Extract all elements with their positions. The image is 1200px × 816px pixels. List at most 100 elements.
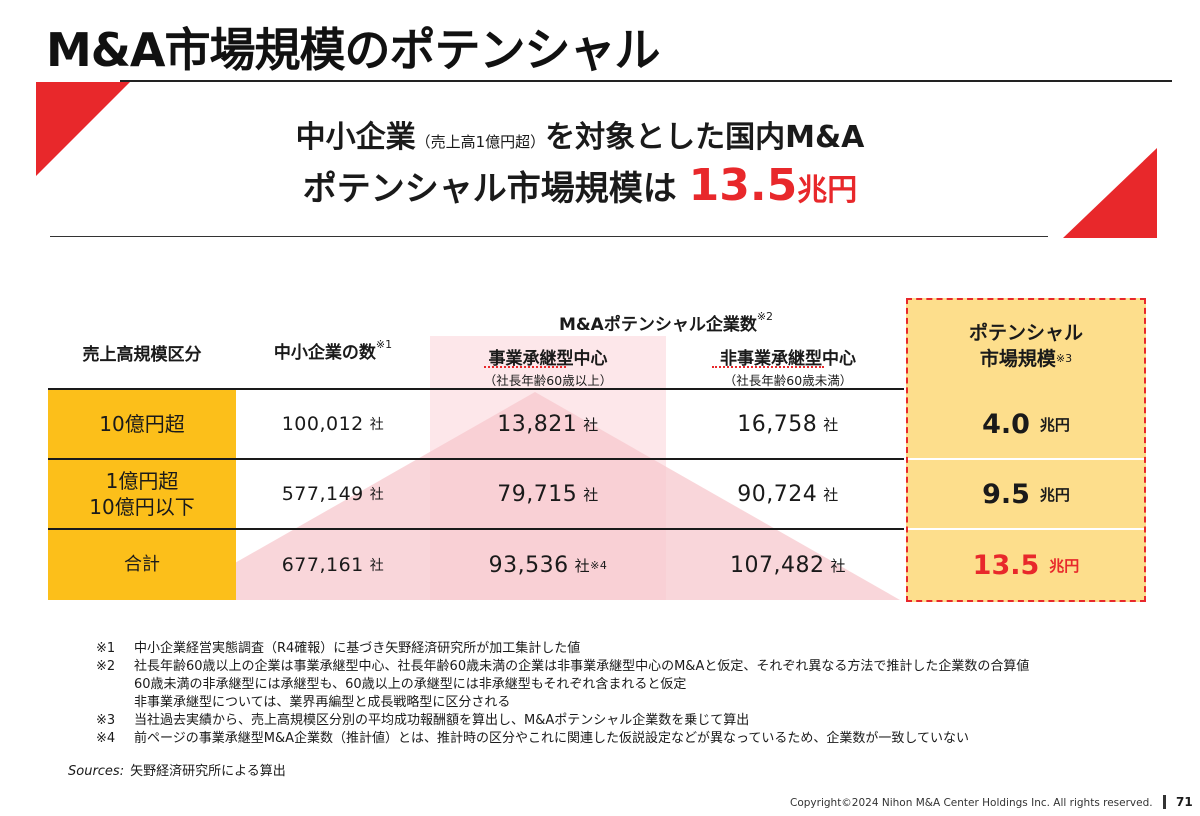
footnote-key [96,676,134,694]
footnote: ※3 当社過去実績から、売上高規模区分別の平均成功報酬額を算出し、M&Aポテンシャ… [96,712,1029,730]
nonsuccession-value: 16,758 [737,411,818,437]
money-unit: 兆円 [1049,556,1080,575]
table-row-category-total: 合計 [48,530,236,600]
footnote-key: ※2 [96,659,116,674]
header-sme-count-note: ※1 [375,338,393,351]
succession-cell: 79,715 社 [430,460,666,528]
footnote-text: 前ページの事業承継型M&A企業数（推計値）とは、推計時の区分やこれに関連した仮説… [134,731,969,746]
page-title: M&A市場規模のポテンシャル [46,23,660,77]
lead-line-2: ポテンシャル市場規模は 13.5兆円 [250,160,910,211]
sources: Sources: 矢野経済研究所による算出 [68,760,286,779]
company-unit: 社 [369,417,385,433]
footnote: 非事業承継型については、業界再編型と成長戦略型に区分される [96,694,1029,712]
red-corner-decoration-left [36,82,130,176]
money-unit: 兆円 [1039,485,1070,504]
lead-market-value: 13.5 [688,160,798,211]
company-unit: 社 [583,485,599,504]
footnote-text: 非事業承継型については、業界再編型と成長戦略型に区分される [134,695,511,710]
footnote-key [96,694,134,712]
potential-cell: 4.0 兆円 [906,390,1146,458]
lead-subject-qualifier: （売上高1億円超） [415,133,546,151]
nonsuccession-cell: 90,724 社 [670,460,906,528]
header-potential: ポテンシャル 市場規模※3 [906,320,1146,372]
header-ma-potential-label: M&Aポテンシャル企業数 [558,315,757,335]
sme-count-cell: 100,012 社 [240,390,426,458]
lead-subject: 中小企業 [295,120,416,155]
succession-cell: 93,536 社 ※4 [430,530,666,600]
sme-count-cell: 677,161 社 [240,530,426,600]
header-potential-line-2: 市場規模 [979,348,1056,370]
title-divider [120,80,1172,82]
footnote-key: ※3 [96,713,116,728]
footnote: ※1 中小企業経営実態調査（R4確報）に基づき矢野経済研究所が加工集計した値 [96,640,1029,658]
header-sme-count-label: 中小企業の数 [273,343,376,363]
sme-count-value: 100,012 [281,413,364,435]
ma-potential-triangle [170,392,900,600]
header-ma-potential-group: M&Aポテンシャル企業数※2 [430,310,902,335]
header-succession: 事業承継型中心 [488,349,608,369]
sme-count-cell: 577,149 社 [240,460,426,528]
footnote: ※2 社長年齢60歳以上の企業は事業承継型中心、社長年齢60歳未満の企業は非事業承… [96,658,1029,676]
nonsuccession-underline [712,366,824,368]
table-row-category: 10億円超 [48,390,236,458]
lead-statement: 中小企業（売上高1億円超）を対象とした国内M&A ポテンシャル市場規模は 13.… [250,112,910,211]
page-number: 71 [1176,795,1193,809]
money-unit: 兆円 [1039,415,1070,434]
footnote: ※4 前ページの事業承継型M&A企業数（推計値）とは、推計時の区分やこれに関連した… [96,730,1029,748]
header-potential-note: ※3 [1055,352,1073,365]
category-label: 10億円超 [99,412,185,436]
potential-cell-total: 13.5 兆円 [906,530,1146,600]
sme-count-value: 577,149 [281,483,364,505]
header-nonsuccession-sub: （社長年齢60歳未満） [723,373,853,388]
header-sme-count: 中小企業の数※1 [240,338,426,363]
succession-value: 93,536 [488,552,569,578]
potential-column-box [906,298,1146,602]
table-row-category: 1億円超 10億円以下 [48,460,236,528]
header-category: 売上高規模区分 [82,345,202,365]
nonsuccession-value: 90,724 [737,481,818,507]
category-label: 合計 [124,554,160,575]
copyright: Copyright©2024 Nihon M&A Center Holdings… [790,797,1153,809]
lead-market-unit: 兆円 [797,173,858,208]
company-unit: 社 [830,556,846,575]
table-row-rule-2 [48,528,904,530]
potential-cell: 9.5 兆円 [906,460,1146,528]
nonsuccession-cell: 107,482 社 [670,530,906,600]
potential-rule-2 [908,528,1144,530]
footnote-text: 社長年齢60歳以上の企業は事業承継型中心、社長年齢60歳未満の企業は非事業承継型… [134,659,1030,674]
page-number-divider [1163,795,1166,809]
header-nonsuccession: 非事業承継型中心 [720,349,856,369]
header-succession-sub: （社長年齢60歳以上） [483,373,613,388]
company-unit: 社 [583,415,599,434]
lead-line-1: 中小企業（売上高1億円超）を対象とした国内M&A [250,112,910,156]
potential-value: 9.5 [982,478,1030,510]
succession-underline [484,366,566,368]
lead-line-2-text: ポテンシャル市場規模は [302,169,689,209]
potential-rule-1 [908,458,1144,460]
company-unit: 社 [823,485,839,504]
sources-label: Sources: [68,764,125,779]
nonsuccession-cell: 16,758 社 [670,390,906,458]
sme-count-value: 677,161 [281,554,364,576]
company-unit: 社 [369,487,385,503]
lead-line-1-tail: を対象とした国内M&A [545,120,865,155]
company-unit: 社 [369,558,385,574]
potential-value: 13.5 [972,549,1040,581]
category-label: 1億円超 [105,469,179,493]
category-label-line-2: 10億円以下 [89,495,195,519]
footnote-key: ※1 [96,641,116,656]
header-ma-potential-note: ※2 [756,310,774,323]
potential-value: 4.0 [982,408,1030,440]
succession-note: ※4 [590,558,608,572]
table-top-rule [48,388,904,390]
nonsuccession-value: 107,482 [730,552,825,578]
company-unit: 社 [574,556,591,575]
table-row-rule-1 [48,458,904,460]
footnotes: ※1 中小企業経営実態調査（R4確報）に基づき矢野経済研究所が加工集計した値 ※2… [96,640,1029,748]
sources-text: 矢野経済研究所による算出 [130,764,286,779]
footnote: 60歳未満の非承継型には承継型も、60歳以上の承継型には非承継型もそれぞれ含まれ… [96,676,1029,694]
footnote-text: 当社過去実績から、売上高規模区分別の平均成功報酬額を算出し、M&Aポテンシャル企… [134,713,750,728]
footnote-text: 中小企業経営実態調査（R4確報）に基づき矢野経済研究所が加工集計した値 [134,641,581,656]
succession-cell: 13,821 社 [430,390,666,458]
red-corner-decoration-right [1063,148,1157,238]
